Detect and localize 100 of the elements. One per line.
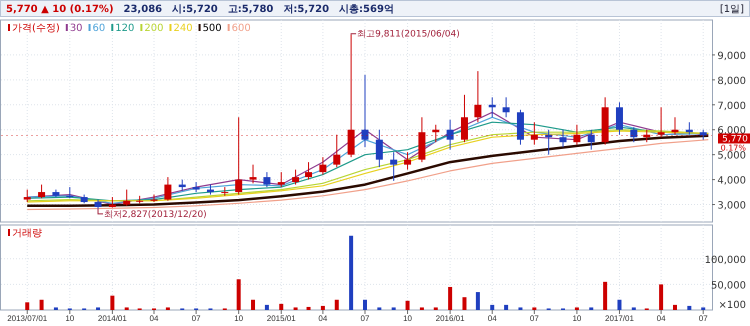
x-tick-label: 2013/07/01 xyxy=(7,314,48,323)
text: 23,086 xyxy=(124,4,162,15)
bar xyxy=(362,300,367,310)
bar xyxy=(476,292,480,310)
candlestick xyxy=(404,152,412,170)
bar xyxy=(320,306,325,310)
text: 고:5,780 xyxy=(228,4,274,15)
candlestick xyxy=(292,169,300,186)
legend-label: 240 xyxy=(173,23,193,34)
candlestick xyxy=(24,189,31,203)
bar xyxy=(110,296,114,310)
candlestick xyxy=(573,124,580,146)
candlestick xyxy=(432,124,440,143)
candlestick xyxy=(460,94,468,143)
bar xyxy=(25,302,30,310)
bar xyxy=(420,307,424,310)
bar xyxy=(294,307,298,310)
text: 0.17% xyxy=(720,143,746,152)
candlestick xyxy=(206,184,214,196)
x-tick-label: 2017/01 xyxy=(605,314,634,323)
candlestick xyxy=(700,129,707,140)
legend-item: 30 xyxy=(66,23,83,34)
bar xyxy=(518,307,522,310)
candlestick xyxy=(446,119,454,150)
candlestick xyxy=(376,129,383,168)
x-tick-label: 10 xyxy=(65,314,75,323)
legend-label: 600 xyxy=(232,23,251,34)
bar xyxy=(434,307,438,310)
x-tick-label: 10 xyxy=(403,314,413,323)
candlestick xyxy=(305,162,312,180)
bar xyxy=(96,307,100,310)
bar xyxy=(392,307,396,310)
candlestick xyxy=(278,172,285,188)
x-tick-label: 04 xyxy=(656,314,666,323)
legend-label: 200 xyxy=(144,23,164,34)
y-tick-label: 4,000 xyxy=(717,176,746,187)
bar xyxy=(264,304,269,310)
annotation: 최고9,811(2015/06/04) xyxy=(357,30,460,40)
bar xyxy=(659,284,664,310)
bar xyxy=(632,307,636,310)
candlestick xyxy=(38,184,46,199)
legend-item: 가격(수정) xyxy=(8,23,60,34)
bar xyxy=(603,282,608,310)
x-tick-label: 2015/01 xyxy=(266,314,296,323)
candlestick xyxy=(502,96,510,118)
y-tick-label: 100,000 xyxy=(704,254,746,266)
x-tick-label: 07 xyxy=(360,314,370,323)
candlestick xyxy=(221,186,228,196)
x-tick-label: 2014/01 xyxy=(98,314,128,323)
candlestick xyxy=(643,129,650,143)
ref-line: 5,770 xyxy=(0,133,750,144)
candlestick xyxy=(686,122,693,136)
legend-item: 240 xyxy=(169,23,193,34)
legend-label: 60 xyxy=(92,23,106,34)
y-tick-label: 5,000 xyxy=(717,150,746,162)
candlestick xyxy=(530,122,538,146)
legend-item: 120 xyxy=(111,23,134,34)
candlestick xyxy=(390,152,398,182)
legend-item: 500 xyxy=(198,23,222,34)
bar xyxy=(251,300,256,310)
candlestick xyxy=(164,176,172,202)
candlestick xyxy=(545,129,552,156)
text: 시:5,720 xyxy=(172,4,218,15)
y-tick-label: 7,000 xyxy=(717,100,746,112)
bar xyxy=(462,297,466,310)
bar xyxy=(701,307,706,310)
bar xyxy=(166,307,170,310)
candlestick xyxy=(178,179,186,192)
x-tick-label: 04 xyxy=(488,314,498,323)
candlestick xyxy=(192,182,200,193)
candlestick xyxy=(671,116,678,136)
legend-item: 600 xyxy=(228,23,251,34)
y-axis-title: ×100 xyxy=(718,300,746,311)
bar xyxy=(532,307,536,310)
y-tick-label: 9,000 xyxy=(717,50,746,62)
candlestick xyxy=(488,96,496,118)
bar xyxy=(448,286,452,310)
x-tick-label: 07 xyxy=(698,314,708,323)
bar xyxy=(349,236,354,310)
bar xyxy=(279,304,284,310)
bar xyxy=(617,300,622,310)
x-tick-label: 10 xyxy=(234,314,244,323)
x-tick-label: 04 xyxy=(150,314,160,323)
legend-label: 120 xyxy=(115,23,134,34)
bar xyxy=(574,307,579,310)
candlestick xyxy=(474,70,482,123)
candlestick xyxy=(630,126,638,143)
candlestick xyxy=(263,172,270,188)
text: [1일] xyxy=(720,4,744,15)
annotation: 최저2,827(2013/12/20) xyxy=(104,210,207,220)
candlestick xyxy=(123,189,130,206)
candlestick xyxy=(319,156,326,176)
candlestick xyxy=(250,164,257,184)
candlestick xyxy=(108,196,116,208)
candlestick xyxy=(333,134,340,168)
legend-item: 60 xyxy=(88,23,106,34)
bar xyxy=(589,307,594,310)
bar xyxy=(377,307,382,310)
candlestick xyxy=(616,102,623,136)
bar xyxy=(687,306,692,310)
